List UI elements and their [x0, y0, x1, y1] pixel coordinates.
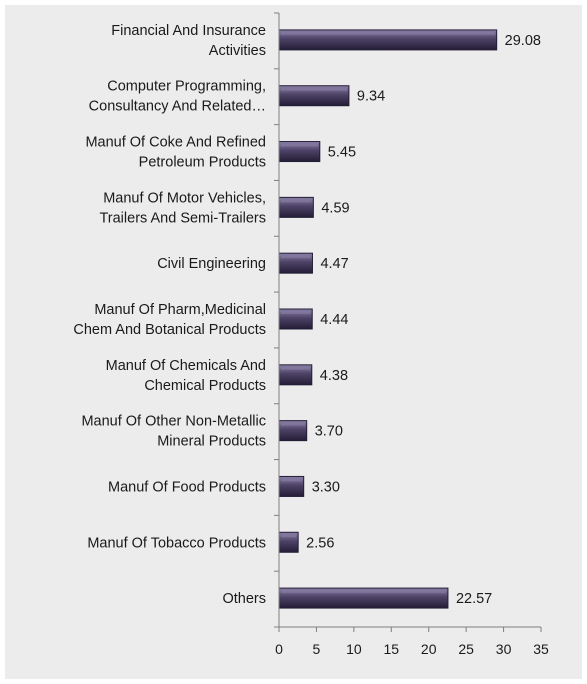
- category-label-line: Manuf Of Pharm,Medicinal: [94, 302, 266, 318]
- x-tick-label: 20: [421, 641, 437, 657]
- category-label: Manuf Of Food Products: [108, 479, 266, 495]
- data-label: 9.34: [357, 89, 385, 105]
- x-tick-label: 25: [458, 641, 474, 657]
- data-label: 3.70: [315, 424, 343, 440]
- bar-group: [278, 141, 321, 163]
- bar-group: [278, 308, 313, 330]
- category-label-line: Manuf Of Chemicals And: [106, 358, 266, 374]
- category-label: Manuf Of Tobacco Products: [87, 535, 266, 551]
- category-label-line: Others: [222, 591, 266, 607]
- bar-highlight: [281, 31, 495, 35]
- data-label: 29.08: [505, 33, 541, 49]
- category-label: Civil Engineering: [157, 256, 266, 272]
- bar-chart: 29.08 Financial And Insurance Activities 9.…: [73, 12, 549, 657]
- category-label-line: Chemical Products: [144, 378, 266, 394]
- bar-group: [278, 85, 350, 107]
- chart-area: 29.08 Financial And Insurance Activities 9.…: [5, 5, 582, 679]
- bar-highlight: [281, 366, 310, 370]
- bar-highlight: [281, 311, 311, 314]
- category-label: Others: [222, 591, 266, 607]
- data-label: 2.56: [306, 535, 334, 551]
- bar-group: [278, 252, 313, 274]
- bar-group: [278, 29, 498, 51]
- data-label: 4.38: [320, 368, 348, 384]
- category-label-line: Manuf Of Coke And Refined: [85, 135, 266, 151]
- category-label-line: Activities: [209, 43, 266, 59]
- data-label: 4.47: [320, 256, 348, 272]
- category-label-line: Consultancy And Related…: [89, 99, 266, 115]
- category-label-line: Manuf Of Motor Vehicles,: [103, 190, 266, 206]
- bar-highlight: [281, 534, 297, 538]
- category-label-line: Financial And Insurance: [111, 23, 266, 39]
- bar-highlight: [281, 478, 302, 482]
- x-tick-label: 10: [346, 641, 362, 657]
- data-label: 4.59: [321, 200, 349, 216]
- data-label: 4.44: [320, 312, 348, 328]
- x-axis: 0 5 10 15 20 25 30 35: [274, 12, 549, 657]
- x-tick-label: 0: [275, 641, 283, 657]
- category-label-line: Mineral Products: [157, 434, 266, 450]
- x-tick-label: 35: [533, 641, 549, 657]
- bar-group: [278, 420, 308, 442]
- bar-group: [278, 364, 313, 386]
- category-label: Manuf Of Other Non-Metallic Mineral Produ…: [81, 414, 266, 450]
- category-label: Computer Programming, Consultancy And Rel…: [89, 79, 266, 115]
- category-label-line: Petroleum Products: [139, 155, 266, 171]
- data-label: 22.57: [456, 591, 492, 607]
- category-label: Manuf Of Chemicals And Chemical Products: [106, 358, 266, 394]
- bar-highlight: [281, 255, 311, 259]
- bar-highlight: [281, 143, 318, 147]
- category-label: Manuf Of Coke And Refined Petroleum Produ…: [85, 135, 266, 171]
- category-label: Manuf Of Pharm,Medicinal Chem And Botanic…: [73, 302, 266, 338]
- category-label-line: Manuf Of Tobacco Products: [87, 535, 266, 551]
- bar-highlight: [281, 87, 347, 91]
- bar-highlight: [281, 422, 305, 426]
- bar-group: [278, 475, 305, 497]
- category-label-line: Trailers And Semi-Trailers: [99, 210, 266, 226]
- bar-highlight: [281, 199, 312, 203]
- category-label: Financial And Insurance Activities: [111, 23, 266, 59]
- category-label-line: Manuf Of Other Non-Metallic: [81, 414, 266, 430]
- category-label-line: Chem And Botanical Products: [73, 322, 266, 338]
- bar-group: [278, 531, 299, 553]
- bars-layer: 29.08 Financial And Insurance Activities 9.…: [73, 23, 541, 609]
- category-label-line: Computer Programming,: [107, 79, 266, 95]
- x-tick-label: 5: [313, 641, 321, 657]
- x-tick-label: 30: [496, 641, 512, 657]
- data-label: 3.30: [312, 479, 340, 495]
- data-label: 5.45: [328, 145, 356, 161]
- x-tick-label: 15: [383, 641, 399, 657]
- category-label-line: Manuf Of Food Products: [108, 479, 266, 495]
- category-label: Manuf Of Motor Vehicles, Trailers And Sem…: [99, 190, 266, 226]
- bar-group: [278, 587, 449, 609]
- category-label-line: Civil Engineering: [157, 256, 266, 272]
- bar-highlight: [281, 590, 446, 594]
- bar-group: [278, 196, 314, 218]
